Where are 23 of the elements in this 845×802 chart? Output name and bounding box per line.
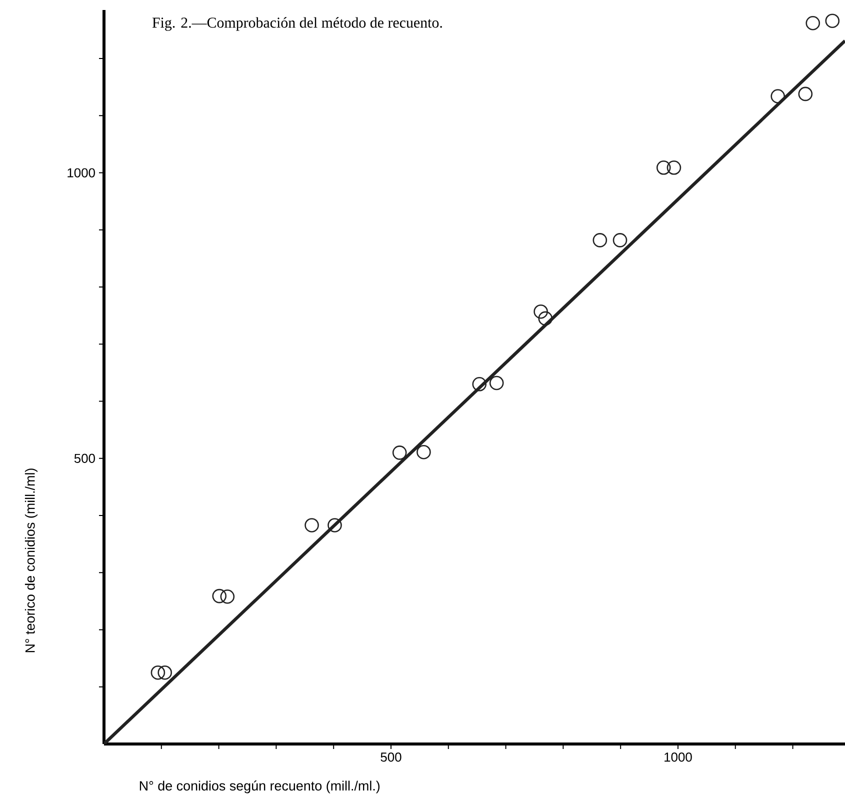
point (806, 16, 820, 30)
point (612, 233, 628, 248)
point (489, 376, 504, 390)
point (666, 160, 682, 175)
point (798, 86, 813, 102)
point (150, 665, 166, 680)
point (472, 376, 487, 392)
point (220, 589, 235, 604)
point (534, 304, 548, 319)
chart-title: Fig. 2.—Comprobación del método de recuento. (152, 17, 442, 31)
y-axis-title: N° teorico de conidios (mill./ml) (24, 468, 38, 652)
point (328, 518, 342, 532)
point (825, 14, 840, 28)
point (158, 665, 172, 680)
point (392, 446, 407, 460)
point (592, 233, 608, 248)
x-axis-title: N° de conidios según recuento (mill./ml.) (140, 780, 380, 794)
point (770, 89, 785, 104)
point (212, 588, 227, 604)
point (656, 160, 671, 175)
point (416, 444, 431, 460)
point (538, 311, 553, 326)
point (304, 518, 319, 532)
